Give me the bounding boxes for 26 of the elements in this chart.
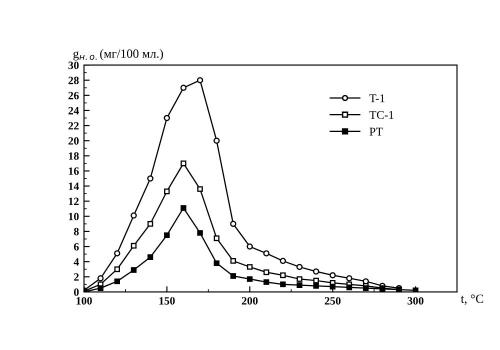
y-tick-label: 22 bbox=[68, 122, 79, 130]
x-tick-label: 200 bbox=[242, 297, 258, 305]
y-tick-label: 26 bbox=[68, 92, 79, 100]
legend-label: TC-1 bbox=[369, 110, 394, 119]
y-tick-label: 16 bbox=[68, 167, 79, 175]
y-tick-label: 12 bbox=[68, 198, 79, 206]
x-tick-label: 250 bbox=[324, 297, 341, 305]
x-tick-label: 100 bbox=[76, 297, 92, 305]
y-tick-label: 10 bbox=[68, 212, 79, 220]
y-tick-label: 18 bbox=[68, 152, 79, 160]
y-tick-label: 20 bbox=[68, 137, 79, 145]
y-tick-label: 14 bbox=[68, 182, 79, 190]
y-tick-label: 8 bbox=[74, 228, 79, 236]
y-tick-label: 4 bbox=[74, 258, 79, 266]
y-tick-label: 0 bbox=[74, 288, 79, 296]
legend-label: T-1 bbox=[369, 94, 384, 102]
y-tick-label: 30 bbox=[68, 62, 79, 70]
y-tick-label: 28 bbox=[68, 76, 79, 84]
x-tick-label: 300 bbox=[408, 297, 424, 305]
y-axis-title: g$_{н.о.}$(мг/100 мл.) bbox=[73, 49, 163, 60]
y-tick-label: 24 bbox=[68, 106, 79, 114]
y-tick-label: 6 bbox=[74, 243, 79, 251]
x-axis-title: t, °C bbox=[460, 294, 484, 305]
legend-label: PT bbox=[370, 128, 383, 136]
y-tick-label: 2 bbox=[74, 273, 79, 281]
x-tick-label: 150 bbox=[159, 297, 175, 305]
